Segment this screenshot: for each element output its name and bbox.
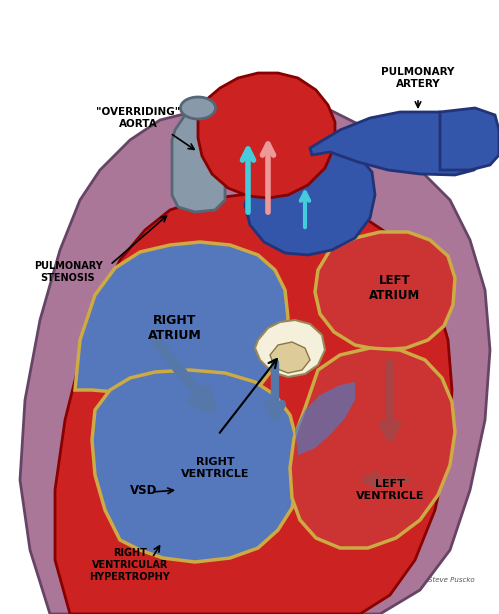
Polygon shape (315, 232, 455, 350)
Text: PULMONARY
STENOSIS: PULMONARY STENOSIS (33, 261, 102, 283)
Text: PULMONARY
ARTERY: PULMONARY ARTERY (381, 67, 455, 89)
Polygon shape (290, 348, 455, 548)
Text: VSD: VSD (130, 483, 157, 497)
Polygon shape (440, 108, 499, 170)
Polygon shape (310, 112, 490, 175)
Polygon shape (295, 382, 355, 455)
Text: RIGHT
VENTRICLE: RIGHT VENTRICLE (181, 457, 249, 479)
Text: RIGHT
VENTRICULAR
HYPERTROPHY: RIGHT VENTRICULAR HYPERTROPHY (90, 548, 170, 581)
Polygon shape (20, 100, 490, 614)
Text: Steve Puscko: Steve Puscko (428, 577, 475, 583)
Text: LEFT
ATRIUM: LEFT ATRIUM (369, 274, 421, 302)
Text: "OVERRIDING"
AORTA: "OVERRIDING" AORTA (96, 107, 180, 129)
Text: LEFT
VENTRICLE: LEFT VENTRICLE (356, 479, 424, 501)
Text: RIGHT
ATRIUM: RIGHT ATRIUM (148, 314, 202, 342)
Polygon shape (172, 105, 225, 212)
Polygon shape (255, 320, 325, 377)
Polygon shape (245, 148, 375, 255)
Polygon shape (75, 242, 288, 412)
Polygon shape (198, 73, 335, 198)
Ellipse shape (181, 97, 216, 119)
Polygon shape (270, 342, 310, 373)
Polygon shape (92, 370, 298, 562)
Polygon shape (55, 192, 452, 614)
